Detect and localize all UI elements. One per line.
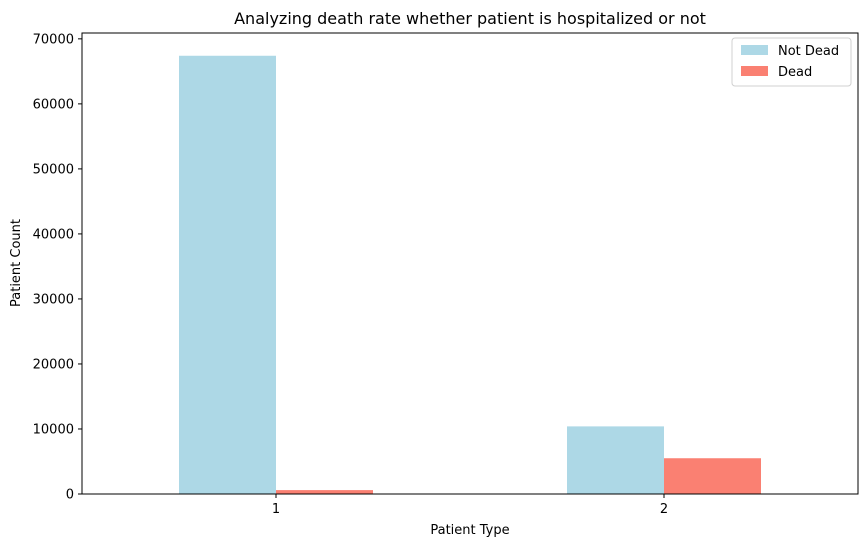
legend-label: Not Dead bbox=[778, 44, 839, 59]
y-tick-label: 10000 bbox=[33, 422, 74, 437]
bar-not-dead-2 bbox=[567, 426, 664, 494]
y-tick-label: 20000 bbox=[33, 357, 74, 372]
x-tick-label: 2 bbox=[660, 502, 668, 517]
bar-dead-2 bbox=[664, 458, 761, 494]
chart-title: Analyzing death rate whether patient is … bbox=[234, 9, 706, 28]
x-tick-label: 1 bbox=[272, 502, 280, 517]
y-tick-label: 30000 bbox=[33, 292, 74, 307]
bar-not-dead-1 bbox=[179, 55, 276, 494]
legend-label: Dead bbox=[778, 65, 812, 80]
y-axis-label: Patient Count bbox=[9, 219, 24, 307]
legend-swatch bbox=[741, 45, 768, 55]
y-tick-label: 60000 bbox=[33, 97, 74, 112]
bar-dead-1 bbox=[276, 490, 373, 494]
x-axis-label: Patient Type bbox=[430, 523, 509, 538]
legend: Not Dead Dead bbox=[731, 37, 852, 87]
y-tick-label: 0 bbox=[66, 488, 74, 503]
legend-swatch bbox=[741, 66, 768, 76]
y-axis: 0 10000 20000 30000 40000 50000 60000 70000 bbox=[33, 32, 82, 503]
y-tick-label: 50000 bbox=[33, 162, 74, 177]
bars bbox=[179, 55, 761, 494]
y-tick-label: 40000 bbox=[33, 227, 74, 242]
y-tick-label: 70000 bbox=[33, 32, 74, 47]
plot-frame bbox=[81, 32, 859, 495]
